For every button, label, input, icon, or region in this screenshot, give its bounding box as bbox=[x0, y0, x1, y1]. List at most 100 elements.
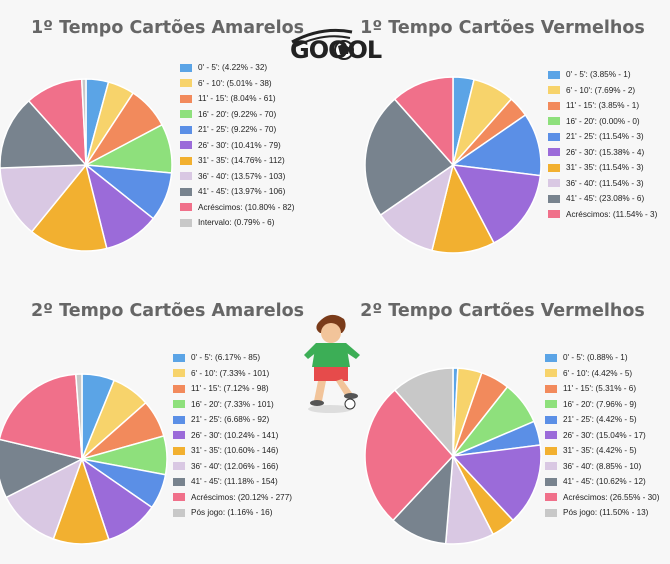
chart-title: 2º Tempo Cartões Amarelos bbox=[30, 301, 305, 321]
mascot-player-icon bbox=[304, 314, 360, 413]
legend-label: 26' - 30': (15.04% - 17) bbox=[563, 430, 646, 440]
legend-item[interactable]: 26' - 30': (15.38% - 4) bbox=[548, 145, 657, 161]
pie-slice[interactable] bbox=[0, 99, 88, 169]
chart-panel-2: 1º Tempo Cartões Vermelhos 0' - 5': (3.8… bbox=[335, 0, 670, 281]
legend-item[interactable]: 6' - 10': (5.01% - 38) bbox=[180, 76, 294, 92]
logo-text: GOOOL bbox=[290, 36, 382, 64]
pie-slice[interactable] bbox=[431, 162, 495, 254]
legend-label: Acréscimos: (11.54% - 3) bbox=[566, 209, 658, 219]
legend-item[interactable]: Acréscimos: (26.55% - 30) bbox=[545, 490, 659, 506]
chart-legend: 0' - 5': (4.22% - 32) 6' - 10': (5.01% - … bbox=[180, 60, 294, 231]
pie-slice[interactable] bbox=[0, 164, 88, 233]
legend-item[interactable]: Acréscimos: (11.54% - 3) bbox=[548, 207, 657, 223]
legend-swatch bbox=[180, 79, 192, 88]
legend-item[interactable]: 16' - 20': (7.33% - 101) bbox=[173, 397, 292, 413]
legend-item[interactable]: 16' - 20': (9.22% - 70) bbox=[180, 107, 294, 123]
legend-item[interactable]: Acréscimos: (10.80% - 82) bbox=[180, 200, 294, 216]
site-logo[interactable]: GOOOL bbox=[282, 26, 386, 70]
legend-swatch bbox=[173, 384, 185, 393]
legend-swatch bbox=[548, 210, 560, 219]
legend-swatch bbox=[548, 70, 560, 79]
legend-swatch bbox=[173, 508, 185, 517]
legend-label: 21' - 25': (11.54% - 3) bbox=[566, 132, 644, 142]
legend-item[interactable]: 0' - 5': (3.85% - 1) bbox=[548, 67, 657, 83]
legend-label: 16' - 20': (7.33% - 101) bbox=[191, 399, 274, 409]
legend-item[interactable]: 0' - 5': (0.88% - 1) bbox=[545, 350, 659, 366]
pie-slice[interactable] bbox=[364, 388, 455, 522]
legend-item[interactable]: 36' - 40': (13.57% - 103) bbox=[180, 169, 294, 185]
legend-item[interactable]: 21' - 25': (4.42% - 5) bbox=[545, 412, 659, 428]
legend-item[interactable]: 26' - 30': (10.41% - 79) bbox=[180, 138, 294, 154]
legend-item[interactable]: 41' - 45': (11.18% - 154) bbox=[173, 474, 292, 490]
legend-swatch bbox=[545, 400, 557, 409]
legend-label: 16' - 20': (0.00% - 0) bbox=[566, 116, 640, 126]
legend-item[interactable]: 16' - 20': (7.96% - 9) bbox=[545, 397, 659, 413]
legend-label: 26' - 30': (10.24% - 141) bbox=[191, 430, 279, 440]
pie-slice[interactable] bbox=[0, 373, 83, 460]
legend-item[interactable]: 11' - 15': (7.12% - 98) bbox=[173, 381, 292, 397]
legend-item[interactable]: Pós jogo: (11.50% - 13) bbox=[545, 505, 659, 521]
legend-label: 26' - 30': (15.38% - 4) bbox=[566, 147, 645, 157]
pie-chart bbox=[0, 373, 168, 545]
legend-item[interactable]: 11' - 15': (5.31% - 6) bbox=[545, 381, 659, 397]
legend-item[interactable]: 21' - 25': (11.54% - 3) bbox=[548, 129, 657, 145]
legend-item[interactable]: 0' - 5': (6.17% - 85) bbox=[173, 350, 292, 366]
legend-item[interactable]: 31' - 35': (4.42% - 5) bbox=[545, 443, 659, 459]
legend-item[interactable]: 21' - 25': (6.68% - 92) bbox=[173, 412, 292, 428]
legend-label: 41' - 45': (23.08% - 6) bbox=[566, 194, 645, 204]
legend-item[interactable]: Intervalo: (0.79% - 6) bbox=[180, 215, 294, 231]
pie-slice[interactable] bbox=[450, 113, 542, 177]
legend-item[interactable]: 11' - 15': (3.85% - 1) bbox=[548, 98, 657, 114]
legend-swatch bbox=[545, 369, 557, 378]
legend-label: 41' - 45': (11.18% - 154) bbox=[191, 477, 278, 487]
legend-item[interactable]: 6' - 10': (7.33% - 101) bbox=[173, 366, 292, 382]
pie-slice[interactable] bbox=[80, 78, 87, 166]
legend-item[interactable]: 0' - 5': (4.22% - 32) bbox=[180, 60, 294, 76]
legend-item[interactable]: 36' - 40': (12.06% - 166) bbox=[173, 459, 292, 475]
legend-item[interactable]: 36' - 40': (11.54% - 3) bbox=[548, 176, 657, 192]
legend-item[interactable]: 6' - 10': (4.42% - 5) bbox=[545, 366, 659, 382]
legend-item[interactable]: 31' - 35': (11.54% - 3) bbox=[548, 160, 657, 176]
pie-slice[interactable] bbox=[393, 367, 454, 458]
pie-slice[interactable] bbox=[451, 164, 542, 244]
legend-item[interactable]: 6' - 10': (7.69% - 2) bbox=[548, 83, 657, 99]
pie-slice[interactable] bbox=[5, 457, 84, 540]
chart-legend: 0' - 5': (0.88% - 1) 6' - 10': (4.42% - 5… bbox=[545, 350, 659, 521]
pie-chart bbox=[0, 78, 173, 252]
legend-item[interactable]: 41' - 45': (23.08% - 6) bbox=[548, 191, 657, 207]
legend-item[interactable]: 26' - 30': (10.24% - 141) bbox=[173, 428, 292, 444]
pie-slice[interactable] bbox=[0, 438, 85, 499]
pie-slice[interactable] bbox=[74, 373, 83, 460]
legend-swatch bbox=[545, 508, 557, 517]
legend-swatch bbox=[180, 156, 192, 165]
legend-swatch bbox=[173, 446, 185, 455]
legend-label: 26' - 30': (10.41% - 79) bbox=[198, 140, 281, 150]
legend-item[interactable]: 31' - 35': (10.60% - 146) bbox=[173, 443, 292, 459]
pie-slice[interactable] bbox=[451, 444, 542, 522]
pie-slice[interactable] bbox=[393, 76, 454, 167]
legend-label: Acréscimos: (26.55% - 30) bbox=[563, 492, 660, 502]
legend-item[interactable]: 16' - 20': (0.00% - 0) bbox=[548, 114, 657, 130]
legend-item[interactable]: 36' - 40': (8.85% - 10) bbox=[545, 459, 659, 475]
legend-label: 0' - 5': (0.88% - 1) bbox=[563, 353, 628, 363]
chart-panel-3: 2º Tempo Cartões Amarelos 0' - 5': (6.17… bbox=[0, 283, 335, 564]
legend-swatch bbox=[173, 462, 185, 471]
legend-item[interactable]: 41' - 45': (10.62% - 12) bbox=[545, 474, 659, 490]
legend-item[interactable]: 11' - 15': (8.04% - 61) bbox=[180, 91, 294, 107]
pie-slice[interactable] bbox=[30, 163, 108, 252]
legend-item[interactable]: 21' - 25': (9.22% - 70) bbox=[180, 122, 294, 138]
legend-item[interactable]: Acréscimos: (20.12% - 277) bbox=[173, 490, 292, 506]
legend-label: Acréscimos: (20.12% - 277) bbox=[191, 492, 293, 502]
legend-item[interactable]: 41' - 45': (13.97% - 106) bbox=[180, 184, 294, 200]
chart-legend: 0' - 5': (6.17% - 85) 6' - 10': (7.33% - … bbox=[173, 350, 292, 521]
chart-title: 2º Tempo Cartões Vermelhos bbox=[360, 301, 645, 321]
legend-swatch bbox=[173, 415, 185, 424]
legend-item[interactable]: 31' - 35': (14.76% - 112) bbox=[180, 153, 294, 169]
pie-slice[interactable] bbox=[379, 163, 455, 252]
legend-label: 6' - 10': (5.01% - 38) bbox=[198, 78, 272, 88]
legend-item[interactable]: 26' - 30': (15.04% - 17) bbox=[545, 428, 659, 444]
legend-item[interactable]: Pós jogo: (1.16% - 16) bbox=[173, 505, 292, 521]
legend-swatch bbox=[545, 431, 557, 440]
pie-slice[interactable] bbox=[364, 98, 455, 217]
legend-swatch bbox=[548, 132, 560, 141]
